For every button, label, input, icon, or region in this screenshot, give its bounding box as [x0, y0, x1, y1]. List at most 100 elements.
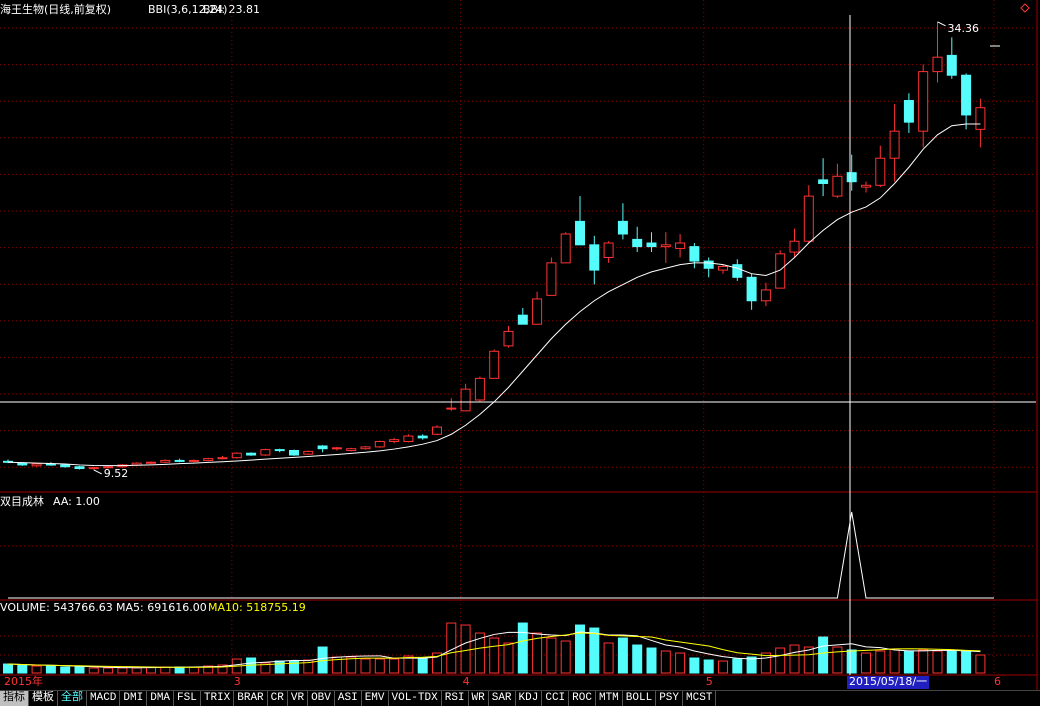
title: 海王生物(日线,前复权) [0, 2, 111, 16]
volume-bar [3, 663, 13, 674]
candle-body [703, 260, 714, 269]
x-tick-label: 2015年 [4, 674, 43, 688]
candle-body [675, 242, 686, 249]
volume-bar [474, 632, 485, 674]
candle-body [374, 440, 385, 448]
volume-bar [560, 640, 571, 674]
volume-bar [17, 664, 28, 674]
volume-bar [675, 652, 686, 674]
cursor-label: 2015/05/18/一 [849, 675, 927, 688]
tab[interactable]: MTM [596, 691, 623, 706]
volume-bar [460, 624, 471, 674]
candle-body [803, 195, 814, 242]
tab[interactable]: DMA [147, 691, 175, 706]
candle-body [889, 130, 900, 159]
x-tick-label: 6 [994, 675, 1001, 688]
candle-body [231, 452, 242, 459]
tab[interactable]: MCST [683, 691, 717, 706]
volume-bar [346, 656, 357, 674]
tab[interactable]: 全部 [58, 691, 87, 706]
volume-bar [45, 665, 56, 674]
indicator-value: BBI: 23.81 [203, 3, 260, 16]
tab[interactable]: DMI [120, 691, 148, 706]
volume-bar [617, 637, 628, 674]
candle-body [60, 464, 71, 468]
cursor-label-bg [847, 676, 929, 689]
volume-bar [818, 636, 829, 674]
tab[interactable]: TRIX [201, 691, 235, 706]
candle-body [746, 276, 757, 302]
volume-bar [632, 644, 643, 674]
volume-bar [546, 637, 557, 674]
candle-body [846, 172, 857, 183]
volume-bar [303, 659, 314, 674]
tab[interactable]: ASI [335, 691, 362, 706]
background [0, 0, 1040, 690]
tab[interactable]: BRAR [234, 691, 268, 706]
tab[interactable]: CR [268, 691, 288, 706]
candle-body [417, 435, 428, 439]
ma-label: MA5: 691616.00 [116, 601, 207, 614]
volume-bar [131, 667, 142, 674]
volume-bar [646, 647, 657, 674]
candle-body [146, 461, 156, 464]
x-tick-label: 5 [706, 675, 713, 688]
candle-body [532, 298, 543, 325]
candle-body [403, 435, 414, 442]
candle-body [103, 466, 114, 469]
tab[interactable]: VR [288, 691, 309, 706]
tab[interactable]: SAR [489, 691, 516, 706]
tab[interactable]: CCI [542, 691, 570, 706]
volume-bar [918, 649, 929, 674]
volume-bar [489, 637, 500, 674]
candle-body [517, 314, 528, 325]
candle-body [932, 56, 943, 73]
candle-body [718, 265, 728, 271]
volume-bar [60, 666, 71, 674]
candle-body [88, 467, 99, 470]
volume-bar [889, 648, 900, 674]
tab[interactable]: ROC [569, 691, 596, 706]
candle-body [274, 449, 285, 452]
volume-bar [746, 656, 757, 674]
tab[interactable]: MACD [87, 691, 121, 706]
volume-bar [432, 652, 442, 674]
tab[interactable]: 模板 [29, 691, 58, 706]
candle-body [203, 458, 214, 461]
candle-body [832, 175, 843, 197]
candle-body [617, 220, 628, 235]
candle-body [289, 450, 299, 456]
tab[interactable]: 指标 [0, 691, 29, 706]
tab[interactable]: EMV [362, 691, 389, 706]
tab[interactable]: PSY [656, 691, 684, 706]
diamond-icon [1020, 3, 1030, 13]
tab[interactable]: WR [469, 691, 489, 706]
tab[interactable]: OBV [308, 691, 335, 706]
candle-body [188, 459, 199, 462]
volume-bar [946, 650, 957, 674]
volume-bar [374, 658, 385, 674]
ma-line [7, 632, 981, 668]
candle-body [646, 242, 657, 248]
volume-bar [803, 646, 814, 674]
candle-body [903, 99, 914, 123]
candle-body [317, 445, 328, 450]
tab[interactable]: BOLL [623, 691, 657, 706]
volume-bar [975, 654, 986, 674]
tab[interactable]: FSL [174, 691, 201, 706]
low-label: 9.52 [104, 467, 129, 480]
tab[interactable]: VOL-TDX [389, 691, 442, 706]
candle-body [131, 462, 142, 466]
candle-body [331, 447, 342, 450]
tab[interactable]: RSI [442, 691, 469, 706]
volume-bar [74, 666, 85, 674]
volume-bar [88, 667, 99, 674]
volume-bar [174, 666, 185, 674]
candle-body [575, 220, 585, 246]
volume-bar [832, 646, 843, 674]
pointer [93, 469, 103, 475]
tab[interactable]: KDJ [516, 691, 543, 706]
candle-body [74, 466, 85, 470]
volume-bar [403, 655, 414, 674]
indicator: BBI(3,6,12,24) [148, 3, 227, 16]
